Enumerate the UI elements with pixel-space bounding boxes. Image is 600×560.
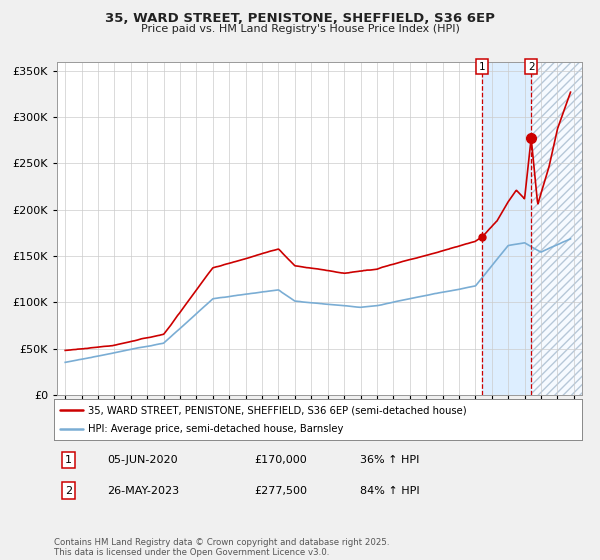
Text: 35, WARD STREET, PENISTONE, SHEFFIELD, S36 6EP (semi-detached house): 35, WARD STREET, PENISTONE, SHEFFIELD, S… xyxy=(88,405,467,415)
Text: 84% ↑ HPI: 84% ↑ HPI xyxy=(360,486,420,496)
Bar xyxy=(482,62,531,395)
Text: 2: 2 xyxy=(65,486,73,496)
Bar xyxy=(531,62,582,395)
Text: £170,000: £170,000 xyxy=(254,455,307,465)
Bar xyxy=(531,62,582,395)
Text: HPI: Average price, semi-detached house, Barnsley: HPI: Average price, semi-detached house,… xyxy=(88,424,344,433)
Text: 1: 1 xyxy=(479,62,486,72)
Text: Contains HM Land Registry data © Crown copyright and database right 2025.
This d: Contains HM Land Registry data © Crown c… xyxy=(54,538,389,557)
Text: 36% ↑ HPI: 36% ↑ HPI xyxy=(360,455,419,465)
Text: £277,500: £277,500 xyxy=(254,486,308,496)
Text: 2: 2 xyxy=(528,62,535,72)
Text: Price paid vs. HM Land Registry's House Price Index (HPI): Price paid vs. HM Land Registry's House … xyxy=(140,24,460,34)
Text: 05-JUN-2020: 05-JUN-2020 xyxy=(107,455,178,465)
Text: 1: 1 xyxy=(65,455,72,465)
Text: 26-MAY-2023: 26-MAY-2023 xyxy=(107,486,179,496)
Text: 35, WARD STREET, PENISTONE, SHEFFIELD, S36 6EP: 35, WARD STREET, PENISTONE, SHEFFIELD, S… xyxy=(105,12,495,25)
